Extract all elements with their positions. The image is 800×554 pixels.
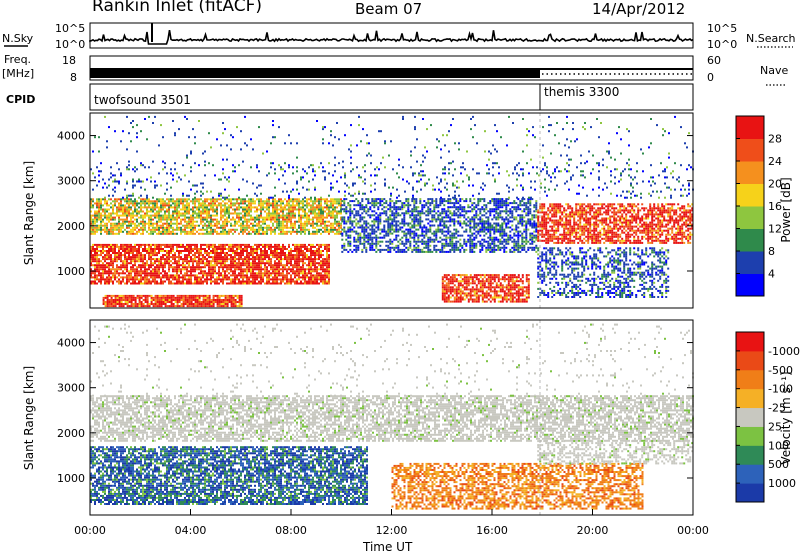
colorbar-tick: 20	[768, 178, 782, 191]
colorbar-swatch	[736, 350, 764, 371]
date-label: 14/Apr/2012	[592, 0, 686, 18]
x-tick-label: 08:00	[275, 524, 307, 537]
noise-panel: N.Sky 10^5 10^0 10^5 10^0 N.Search	[2, 22, 796, 51]
y-tick-label: 2000	[57, 220, 85, 233]
noise-tick-low: 10^0	[55, 38, 85, 51]
freq-panel: Freq. [MHz] 18 8 60 0 Nave	[2, 53, 788, 86]
colorbar-swatch	[736, 445, 764, 465]
y-tick-label: 3000	[57, 382, 85, 395]
x-tick-label: 16:00	[476, 524, 508, 537]
colorbar-swatch	[736, 228, 764, 252]
power-ylabel: Slant Range [km]	[22, 161, 36, 265]
colorbar-tick: 8	[768, 245, 775, 258]
cpid-twofsound: twofsound 3501	[94, 93, 191, 107]
cpid-panel: CPID twofsound 3501 themis 3300	[6, 83, 694, 111]
colorbar-swatch	[736, 464, 764, 484]
colorbar-tick: 500	[768, 458, 789, 471]
velocity-colorbar: 1000 500 100 25 -25 -100 -500 -1000	[735, 331, 800, 503]
freq-tick-low: 8	[70, 71, 77, 84]
x-tick-label: 12:00	[376, 524, 408, 537]
colorbar-swatch	[736, 426, 764, 446]
velocity-ylabel: Slant Range [km]	[22, 366, 36, 470]
y-tick-label: 4000	[57, 130, 85, 143]
colorbar-swatch	[736, 183, 764, 207]
power-cbar-label: Power [dB]	[779, 177, 793, 242]
colorbar-swatch	[736, 206, 764, 229]
power-panel: Slant Range [km] 1000 2000 3000 4000 4 8 12 16…	[22, 112, 793, 309]
time-axis-label: Time UT	[362, 540, 413, 554]
power-colorbar: 4 8 12 16 20 24 28	[735, 115, 782, 297]
colorbar-tick: 100	[768, 439, 789, 452]
colorbar-swatch	[736, 251, 764, 274]
colorbar-swatch	[736, 407, 764, 427]
y-tick-label: 2000	[57, 427, 85, 440]
colorbar-swatch	[736, 332, 764, 352]
nsearch-label: N.Search	[746, 32, 796, 45]
colorbar-tick: -25	[768, 402, 786, 415]
colorbar-tick: 16	[768, 200, 782, 213]
x-tick-label: 00:00	[677, 524, 709, 537]
freq-tick-high: 18	[62, 54, 76, 67]
x-tick-label: 04:00	[175, 524, 207, 537]
cpid-themis: themis 3300	[544, 85, 619, 99]
colorbar-swatch	[736, 161, 764, 184]
power-cells	[90, 115, 694, 308]
colorbar-tick: 1000	[768, 477, 796, 490]
cpid-label: CPID	[6, 93, 35, 106]
y-tick-label: 1000	[57, 265, 85, 278]
freq-trace-twofsound	[90, 68, 540, 78]
nsky-label: N.Sky	[2, 32, 34, 45]
colorbar-swatch	[736, 273, 764, 297]
noise-sky-trace	[89, 29, 694, 45]
colorbar-tick: -100	[768, 383, 793, 396]
colorbar-swatch	[736, 116, 764, 139]
nave-tick-high: 60	[707, 54, 721, 67]
velocity-cbar-label: Velocity [m s⁻¹]	[779, 371, 793, 464]
colorbar-swatch	[736, 388, 764, 409]
y-tick-label: 3000	[57, 175, 85, 188]
x-tick-label: 00:00	[74, 524, 106, 537]
nave-tick-low: 0	[707, 71, 714, 84]
nave-label: Nave	[760, 64, 788, 77]
station-title: Rankin Inlet (fitACF)	[92, 0, 263, 16]
y-tick-label: 1000	[57, 472, 85, 485]
noise-tick-high: 10^5	[55, 22, 85, 35]
freq-label: Freq.	[4, 53, 31, 66]
velocity-yaxis: 1000 2000 3000 4000	[57, 337, 693, 485]
noise-tick-low-right: 10^0	[707, 38, 737, 51]
colorbar-swatch	[736, 483, 764, 503]
beam-label: Beam 07	[355, 0, 423, 18]
x-tick-label: 20:00	[577, 524, 609, 537]
colorbar-tick: 12	[768, 223, 782, 236]
power-yaxis: 1000 2000 3000 4000	[57, 130, 693, 278]
y-tick-label: 4000	[57, 337, 85, 350]
colorbar-swatch	[736, 369, 764, 390]
colorbar-tick: 24	[768, 155, 782, 168]
colorbar-tick: -1000	[768, 345, 800, 358]
colorbar-swatch	[736, 138, 764, 162]
colorbar-tick: 28	[768, 133, 782, 146]
time-axis: 00:00 04:00 08:00 12:00 16:00 20:00 00:00	[74, 509, 709, 537]
freq-unit: [MHz]	[2, 67, 34, 80]
colorbar-tick: -500	[768, 364, 793, 377]
noise-tick-high-right: 10^5	[707, 22, 737, 35]
colorbar-tick: 4	[768, 268, 775, 281]
velocity-cells	[90, 323, 694, 510]
colorbar-tick: 25	[768, 420, 782, 433]
